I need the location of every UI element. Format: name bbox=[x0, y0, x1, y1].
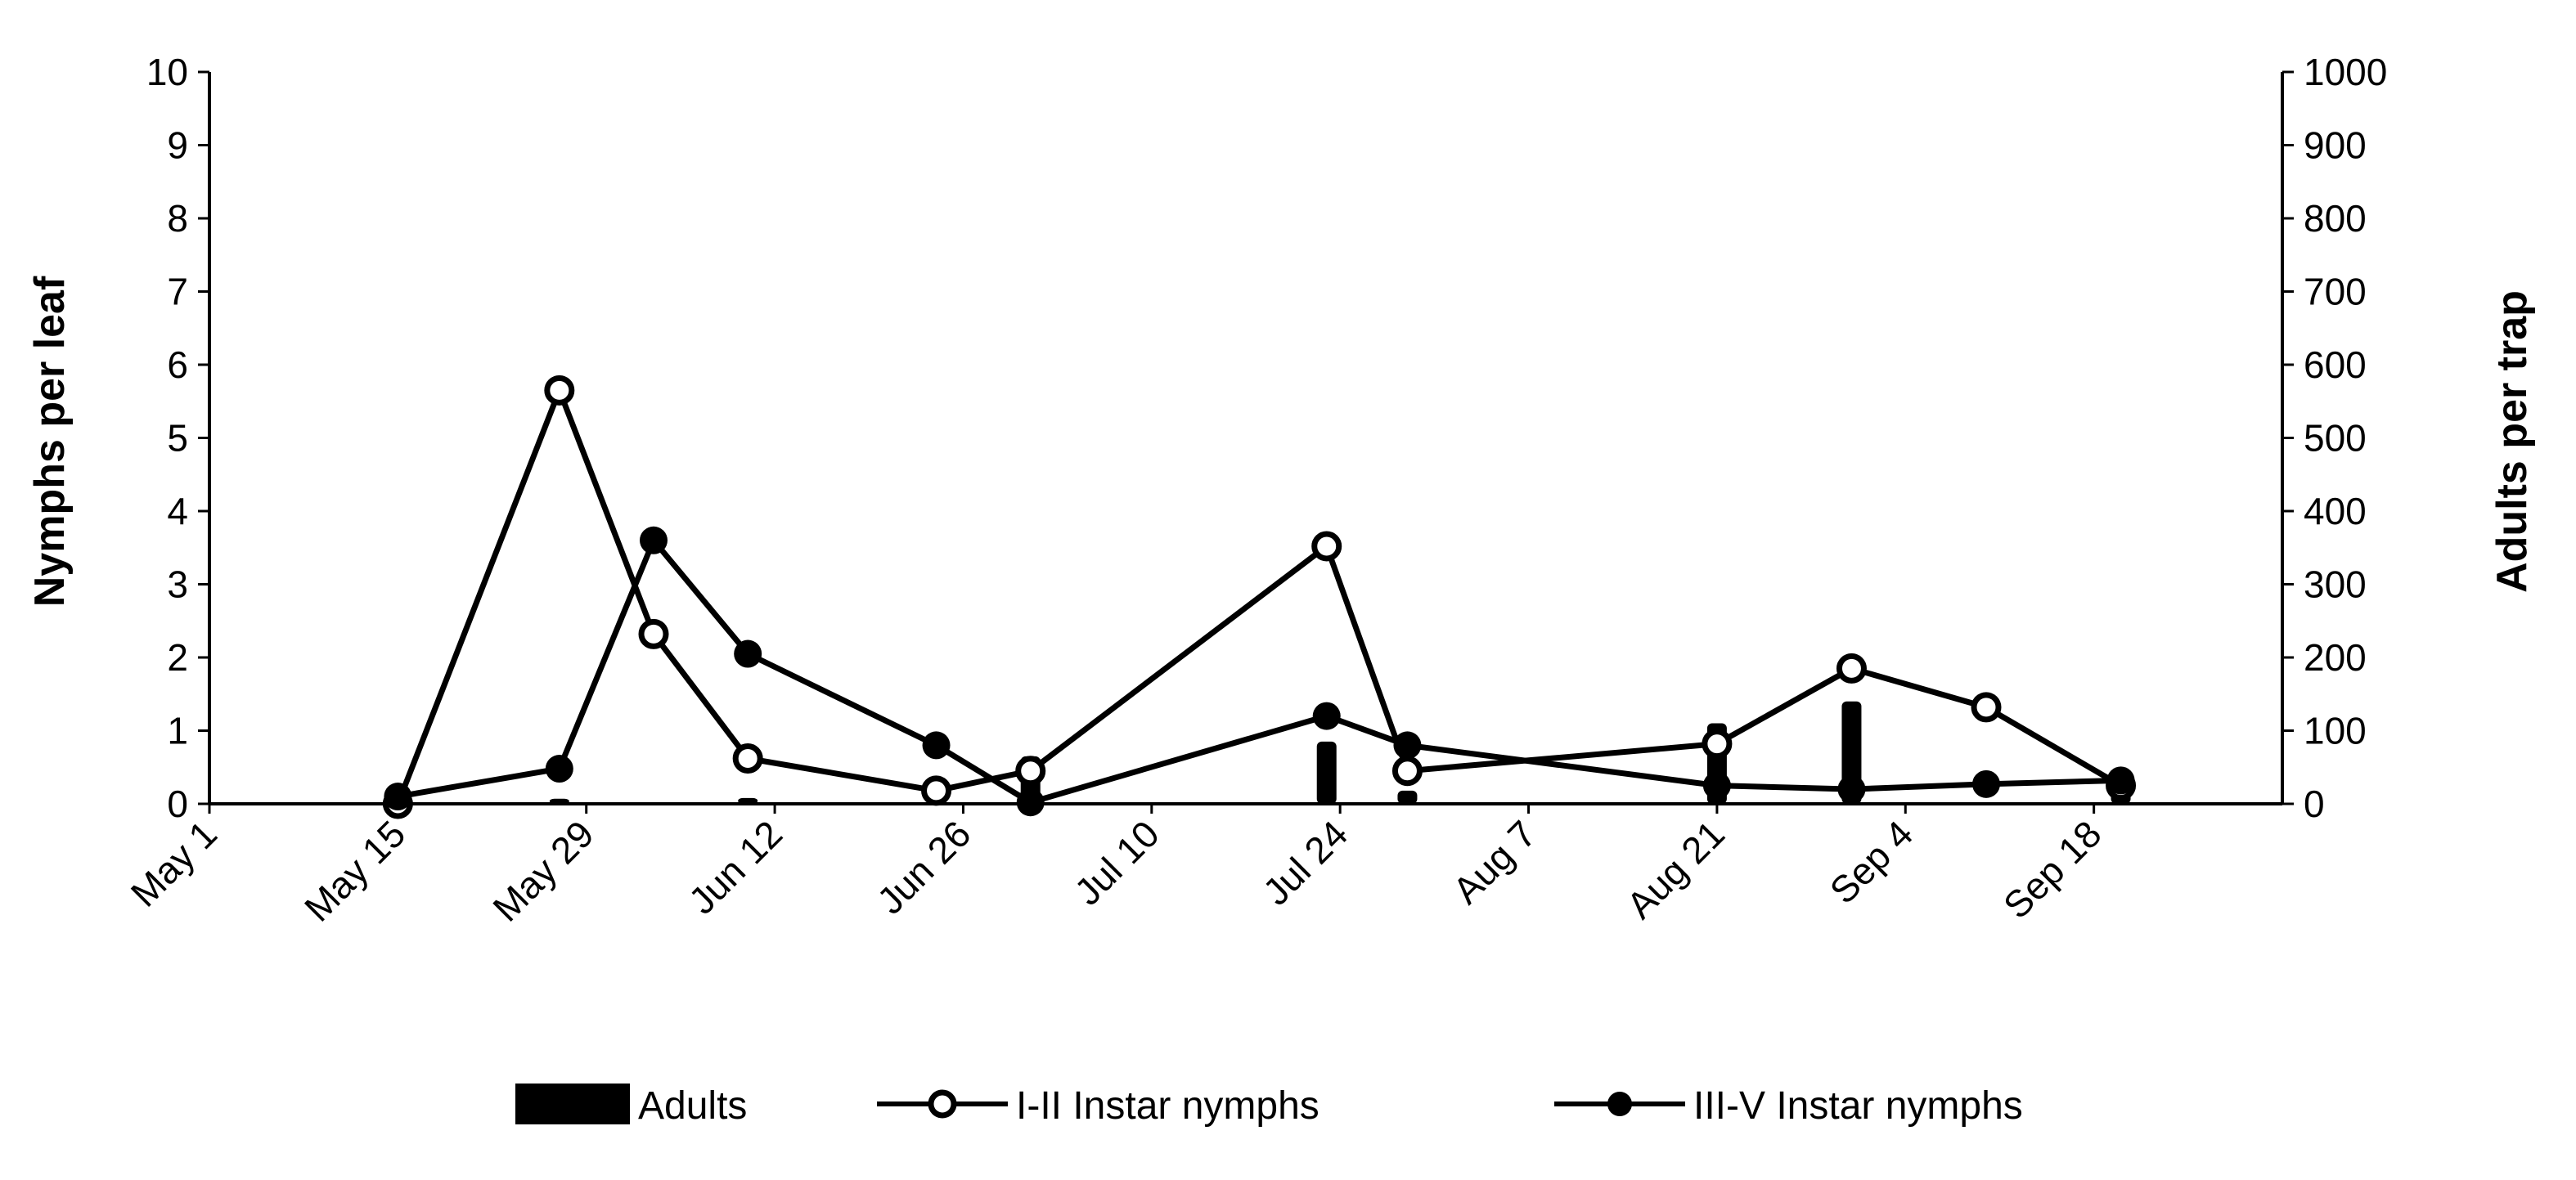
legend-instar35-marker bbox=[1607, 1092, 1632, 1116]
legend-instar35-label: III-V Instar nymphs bbox=[1693, 1084, 2023, 1128]
x-tick-label: Aug 7 bbox=[1445, 812, 1544, 912]
instar12-point bbox=[544, 375, 575, 406]
legend-adults-label: Adults bbox=[638, 1084, 747, 1128]
instar35-point bbox=[1702, 771, 1731, 800]
y-left-tick-label: 7 bbox=[167, 271, 188, 313]
x-tick-label: May 29 bbox=[484, 812, 601, 929]
y-left-tick-label: 3 bbox=[167, 563, 188, 606]
tick-labels: 0123456789100100200300400500600700800900… bbox=[123, 51, 2388, 930]
y-right-tick-label: 200 bbox=[2304, 636, 2367, 679]
y-right-tick-label: 100 bbox=[2304, 710, 2367, 752]
y-left-tick-label: 5 bbox=[167, 417, 188, 460]
adults-bar bbox=[1397, 790, 1418, 804]
y-right-tick-label: 0 bbox=[2304, 783, 2325, 825]
y-right-tick-label: 300 bbox=[2304, 563, 2367, 606]
y-left-tick-label: 6 bbox=[167, 343, 188, 386]
y-left-tick-label: 1 bbox=[167, 710, 188, 752]
instar12-point bbox=[1702, 729, 1733, 760]
x-tick-label: Aug 21 bbox=[1618, 812, 1733, 927]
adults-bar bbox=[738, 797, 758, 804]
instar12-point bbox=[638, 618, 669, 649]
instar12-point bbox=[732, 743, 763, 774]
adults-bar bbox=[1316, 741, 1337, 804]
y-left-tick-label: 9 bbox=[167, 124, 188, 167]
y-left-tick-label: 4 bbox=[167, 490, 188, 532]
instar12-point bbox=[1391, 756, 1423, 787]
legend-adults-swatch bbox=[515, 1084, 630, 1124]
legend: Adults I-II Instar nymphs III-V Instar n… bbox=[515, 1084, 2023, 1128]
instar35-point bbox=[922, 731, 951, 760]
instar12-point bbox=[921, 775, 952, 806]
instar12-line bbox=[395, 387, 2123, 805]
instar35-point bbox=[1393, 731, 1422, 760]
y-right-tick-label: 900 bbox=[2304, 124, 2367, 167]
x-tick-label: Sep 4 bbox=[1822, 812, 1922, 912]
y-left-axis-title: Nymphs per leaf bbox=[26, 276, 74, 607]
instar35-point bbox=[384, 783, 412, 811]
instar35-point bbox=[1972, 769, 2000, 798]
instar35-point bbox=[545, 755, 573, 783]
instar35-point bbox=[1312, 702, 1341, 730]
y-left-tick-label: 0 bbox=[167, 783, 188, 825]
x-tick-label: May 15 bbox=[296, 812, 413, 929]
y-right-tick-label: 700 bbox=[2304, 271, 2367, 313]
y-left-tick-label: 2 bbox=[167, 636, 188, 679]
x-tick-label: May 1 bbox=[123, 812, 225, 914]
x-tick-label: Sep 18 bbox=[1995, 812, 2110, 927]
instar35-point bbox=[734, 639, 762, 668]
legend-instar12-marker bbox=[928, 1089, 957, 1119]
instar35-point bbox=[1837, 775, 1866, 804]
x-tick-label: Jun 26 bbox=[869, 812, 978, 922]
y-right-tick-label: 400 bbox=[2304, 490, 2367, 532]
y-right-tick-label: 500 bbox=[2304, 417, 2367, 460]
adults-bar bbox=[549, 798, 569, 804]
instar12-point bbox=[1971, 692, 2002, 723]
nymph-lines bbox=[382, 375, 2137, 819]
instar35-point bbox=[640, 526, 668, 554]
instar35-point bbox=[1016, 788, 1045, 817]
instar35-point bbox=[2106, 766, 2135, 795]
y-right-tick-label: 1000 bbox=[2304, 51, 2387, 93]
instar12-point bbox=[1311, 531, 1342, 562]
instar35-line bbox=[397, 537, 2121, 805]
y-right-axis-title: Adults per trap bbox=[2488, 290, 2536, 593]
instar12-point bbox=[1836, 653, 1867, 684]
y-right-tick-label: 600 bbox=[2304, 343, 2367, 386]
legend-instar12-label: I-II Instar nymphs bbox=[1016, 1084, 1319, 1128]
instar12-point bbox=[1015, 756, 1046, 787]
adults-bar bbox=[644, 802, 663, 804]
y-right-tick-label: 800 bbox=[2304, 197, 2367, 240]
y-left-tick-label: 10 bbox=[146, 51, 188, 93]
x-tick-label: Jun 12 bbox=[681, 812, 790, 922]
x-tick-label: Jul 24 bbox=[1255, 812, 1356, 913]
x-tick-label: Jul 10 bbox=[1066, 812, 1167, 913]
y-left-tick-label: 8 bbox=[167, 197, 188, 240]
